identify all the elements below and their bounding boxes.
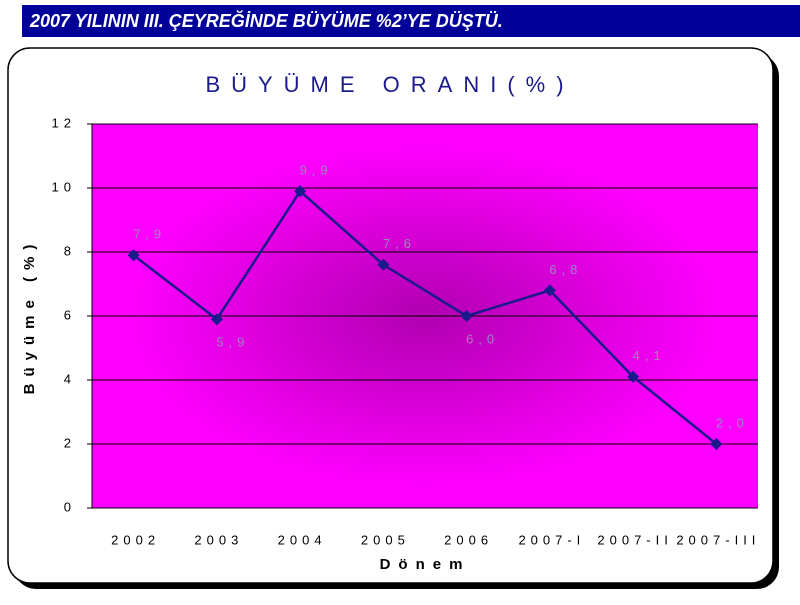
x-tick-label: 2004 xyxy=(278,532,327,547)
value-label: 2,0 xyxy=(716,415,749,430)
x-tick-label: 2007-III xyxy=(676,532,760,547)
value-label: 9,9 xyxy=(300,163,333,178)
x-tick-label: 2005 xyxy=(361,532,410,547)
marker xyxy=(460,310,473,322)
banner xyxy=(22,5,800,37)
y-tick-label: 0 xyxy=(64,499,76,514)
marker xyxy=(710,438,723,450)
x-axis-label: Dönem xyxy=(380,556,471,573)
value-label: 7,6 xyxy=(383,236,416,251)
x-tick-label: 2003 xyxy=(194,532,243,547)
line xyxy=(132,189,718,445)
marker xyxy=(543,284,556,297)
marker xyxy=(627,370,640,383)
y-tick-label: 6 xyxy=(64,307,76,322)
value-label: 7,9 xyxy=(133,227,166,242)
y-tick-label: 8 xyxy=(64,243,76,258)
marker xyxy=(127,249,140,262)
x-tick-label: 2006 xyxy=(444,532,493,547)
marker xyxy=(294,185,307,198)
marker xyxy=(377,258,390,271)
value-label: 6,0 xyxy=(466,331,499,346)
y-tick-label: 10 xyxy=(52,179,76,194)
y-axis-label: Büyüme (%) xyxy=(21,238,38,395)
y-tick-label: 12 xyxy=(52,115,76,130)
x-tick-label: 2002 xyxy=(111,532,160,547)
x-tick-label: 2007-II xyxy=(597,532,672,547)
y-tick-label: 2 xyxy=(64,435,76,450)
chart-title: BÜYÜME ORANI(%) xyxy=(205,72,574,97)
marker xyxy=(210,313,223,326)
value-label: 6,8 xyxy=(549,262,582,277)
banner-title: 2007 YILININ III. ÇEYREĞİNDE BÜYÜME %2’Y… xyxy=(29,10,503,31)
y-tick-label: 4 xyxy=(64,371,76,386)
value-label: 5,9 xyxy=(216,335,249,350)
value-label: 4,1 xyxy=(633,348,666,363)
x-tick-label: 2007-I xyxy=(518,532,585,547)
